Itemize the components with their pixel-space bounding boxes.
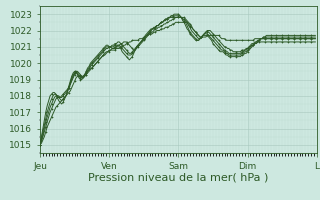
X-axis label: Pression niveau de la mer( hPa ): Pression niveau de la mer( hPa )	[88, 172, 268, 182]
